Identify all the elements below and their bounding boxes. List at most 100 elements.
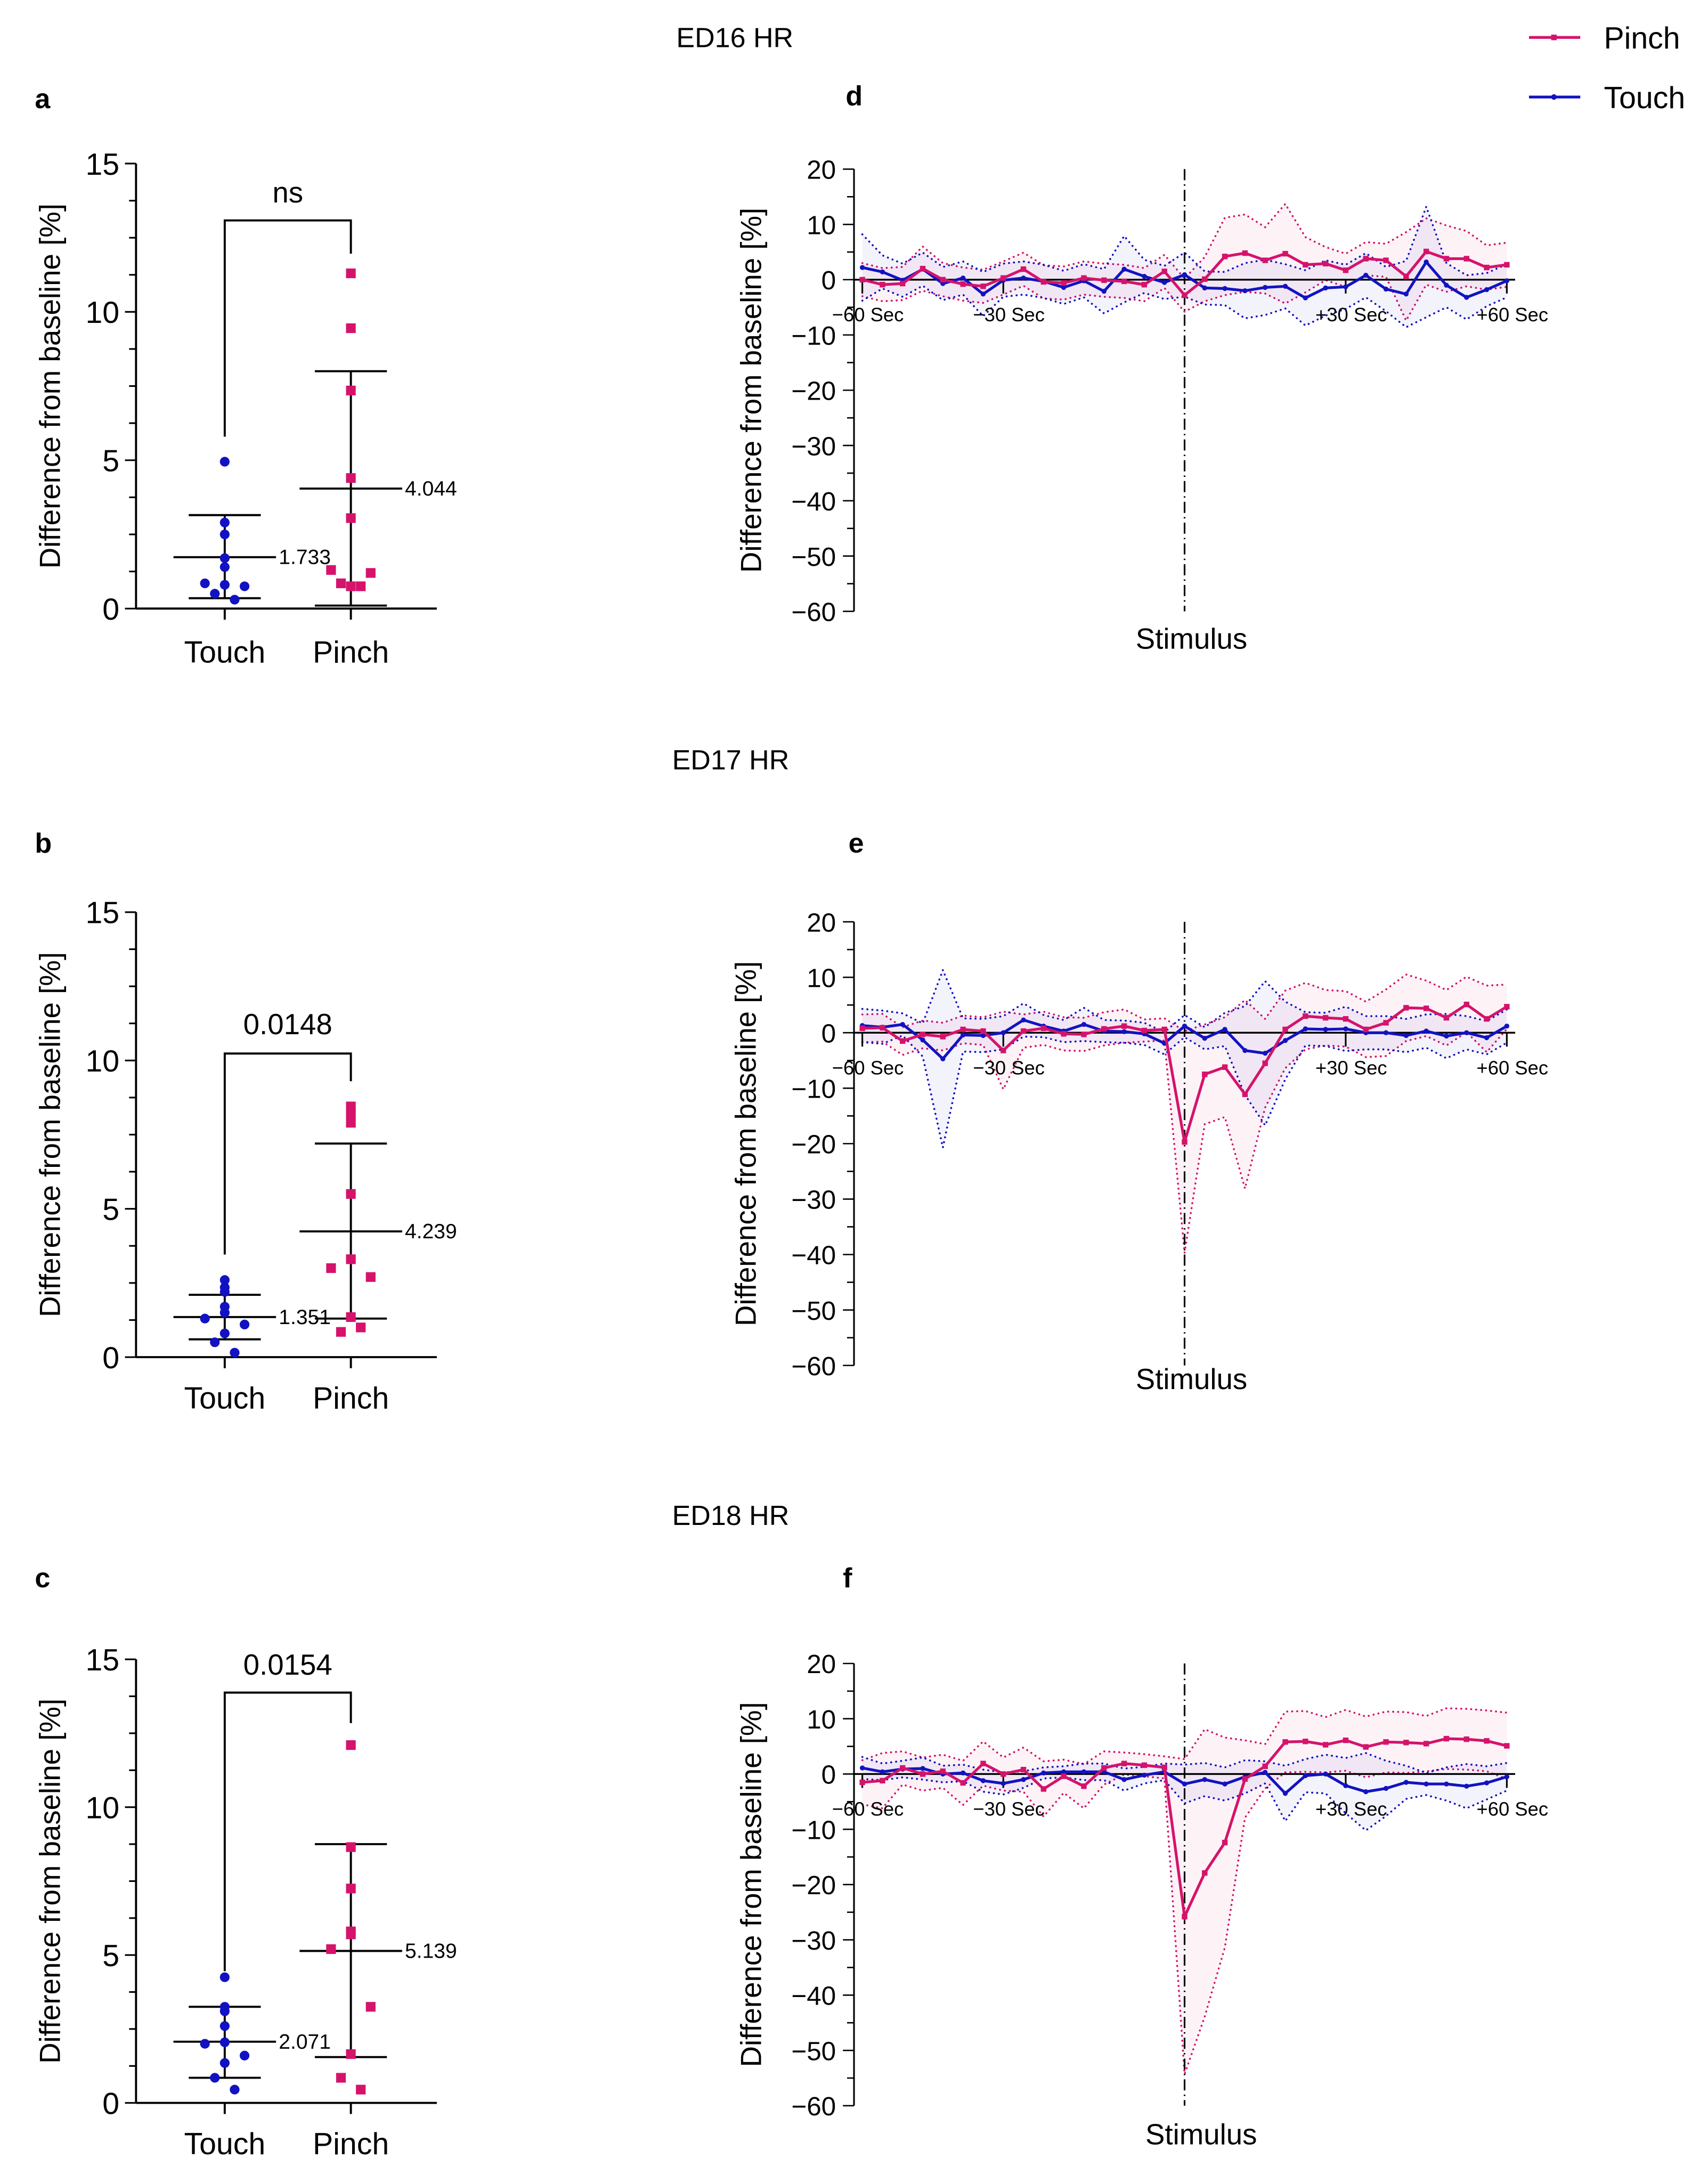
significance-label: 0.0148	[243, 1008, 332, 1041]
touch-point	[1363, 1789, 1369, 1795]
touch-point	[219, 1308, 230, 1318]
pinch-point	[356, 581, 366, 591]
touch-point	[210, 589, 220, 599]
touch-point	[1504, 1024, 1510, 1029]
touch-point	[219, 457, 230, 467]
touch-point	[1303, 1773, 1308, 1779]
touch-point	[1323, 285, 1328, 291]
touch-point	[219, 562, 230, 572]
touch-point	[219, 1972, 230, 1982]
touch-point	[859, 265, 865, 270]
pinch-point	[326, 1263, 336, 1273]
x-category-label: Pinch	[313, 2127, 389, 2161]
pinch-lower-sd-line	[861, 274, 1508, 323]
pinch-point	[326, 565, 336, 575]
legend-pinch-marker	[1551, 35, 1557, 40]
x-tick-label: −30 Sec	[973, 304, 1045, 326]
pinch-point	[1504, 1004, 1510, 1010]
touch-point	[1222, 1027, 1227, 1032]
pinch-point	[1161, 269, 1167, 274]
touch-point	[219, 2006, 230, 2016]
touch-point	[239, 2050, 250, 2061]
significance-bracket	[223, 1691, 352, 1971]
touch-point	[1263, 1770, 1268, 1775]
pinch-point	[365, 1272, 376, 1282]
touch-point	[1101, 288, 1107, 294]
touch-point	[1303, 1026, 1308, 1032]
pinch-lower-sd-line	[861, 1768, 1508, 2075]
touch-point	[1343, 1026, 1348, 1032]
pinch-point	[1040, 1025, 1047, 1032]
touch-point	[1403, 291, 1409, 297]
pinch-point	[1141, 1027, 1148, 1034]
pinch-point	[346, 1109, 356, 1119]
pinch-point	[1061, 1773, 1067, 1779]
pinch-point	[859, 1779, 865, 1786]
legend: Pinch Touch	[1529, 21, 1685, 115]
pinch-point	[980, 283, 986, 289]
significance-label: 0.0154	[243, 1649, 332, 1681]
pinch-point	[1423, 1005, 1429, 1011]
pinch-point	[1343, 1016, 1349, 1022]
y-tick-label: −40	[791, 487, 836, 516]
touch-point	[859, 1765, 865, 1771]
x-tick-label: +30 Sec	[1315, 1798, 1387, 1820]
touch-point	[1263, 285, 1268, 290]
pinch-sd-band	[862, 1708, 1507, 2074]
touch-point	[1263, 1051, 1268, 1056]
pinch-point	[346, 1884, 356, 1894]
x-axis-label: Stimulus	[1136, 623, 1247, 655]
touch-point	[940, 1056, 946, 1061]
pinch-point	[1443, 1735, 1450, 1742]
touch-point	[1383, 1786, 1389, 1791]
touch-point	[1162, 280, 1167, 285]
pinch-point	[859, 1025, 865, 1032]
y-tick-label: 0	[102, 1341, 119, 1375]
touch-point	[1021, 275, 1026, 281]
touch-point	[1464, 295, 1469, 300]
pinch-point	[1141, 1762, 1148, 1768]
pinch-point	[365, 568, 376, 578]
y-tick-label: 20	[807, 908, 836, 937]
touch-point	[219, 517, 230, 527]
touch-point	[1021, 1777, 1026, 1782]
x-tick-label: +30 Sec	[1315, 304, 1387, 326]
pinch-point	[1463, 1736, 1469, 1742]
pinch-point	[1040, 279, 1047, 285]
pinch-point	[1222, 1839, 1228, 1846]
touch-point	[1121, 1777, 1127, 1782]
touch-point	[1202, 1035, 1207, 1041]
pinch-point	[346, 268, 356, 279]
touch-point	[1484, 1780, 1490, 1786]
scatter-panel-a: 0 5 10 15 Difference from baseline [%] Touch P…	[34, 148, 457, 670]
y-tick-label: −50	[791, 542, 836, 572]
touch-point	[210, 2073, 220, 2083]
pinch-point	[1141, 282, 1148, 288]
x-category-label: Touch	[184, 636, 266, 670]
y-tick-label: 5	[102, 1939, 119, 1973]
pinch-point	[336, 2073, 346, 2083]
pinch-point	[1081, 1032, 1087, 1037]
legend-pinch-label: Pinch	[1604, 21, 1680, 55]
touch-point	[980, 1033, 986, 1038]
touch-point	[230, 1348, 240, 1358]
panel-letter-d: d	[845, 81, 863, 112]
touch-point	[1242, 1048, 1248, 1053]
y-tick-label: 0	[822, 1019, 836, 1048]
y-tick-label: −50	[791, 1296, 836, 1326]
touch-point	[960, 1770, 966, 1776]
y-tick-label: 20	[807, 156, 836, 185]
pinch-point	[1222, 254, 1228, 259]
title-ed17: ED17 HR	[672, 745, 790, 776]
pinch-point	[1463, 256, 1469, 262]
significance-label: ns	[272, 176, 303, 209]
y-tick-label: 0	[822, 1760, 836, 1790]
mean-label: 1.733	[279, 546, 331, 569]
touch-point	[1343, 284, 1348, 290]
pinch-point	[900, 1038, 906, 1044]
pinch-point	[1020, 266, 1027, 272]
scatter-panel-c: 0 5 10 15 Difference from baseline [%] Touch P…	[34, 1643, 457, 2161]
touch-point	[219, 580, 230, 590]
touch-point	[1424, 1028, 1429, 1034]
touch-point	[230, 595, 240, 605]
